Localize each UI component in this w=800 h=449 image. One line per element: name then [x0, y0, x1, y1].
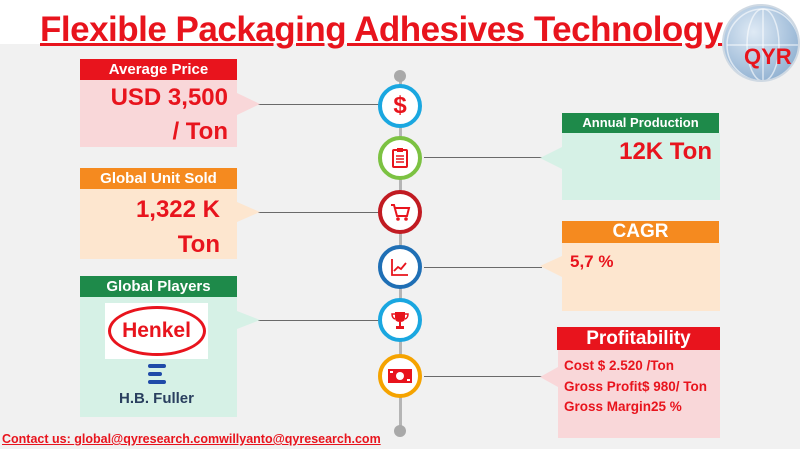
annual-production-box: [540, 133, 720, 200]
profitability-box: [540, 350, 720, 438]
cagr-value: 5,7 %: [570, 252, 614, 271]
contact-prefix: Contact us:: [2, 432, 75, 446]
annual-production-value: 12K Ton: [619, 138, 712, 165]
annual-production-header: Annual Production: [562, 113, 719, 133]
trophy-icon-circle: [378, 298, 422, 342]
connector-cagr: [424, 267, 542, 268]
global-unit-sold-box: [80, 189, 260, 259]
global-players-header: Global Players: [80, 276, 237, 297]
connector-production: [424, 157, 542, 158]
timeline-start-dot: [394, 70, 406, 82]
profitability-value: 25 %: [651, 399, 682, 414]
contact-email-willyanto[interactable]: willyanto@qyresearch.com: [219, 432, 381, 446]
average-price-header: Average Price: [80, 59, 237, 80]
qyr-logo: QYR: [722, 4, 800, 82]
banknote-icon-circle: [378, 354, 422, 398]
average-price-value-line1: USD 3,500: [110, 84, 228, 111]
line-chart-icon-circle: [378, 245, 422, 289]
clipboard-icon-circle: [378, 136, 422, 180]
shopping-cart-icon: [391, 204, 411, 221]
banknote-icon: [388, 369, 412, 383]
connector-price: [258, 104, 380, 105]
dollar-icon: $: [393, 92, 407, 119]
contact-email-global[interactable]: global@qyresearch.com: [74, 432, 220, 446]
profitability-row-gross-profit: Gross Profit$ 980/ Ton: [564, 379, 707, 394]
cagr-header: CAGR: [562, 221, 719, 243]
global-unit-sold-header: Global Unit Sold: [80, 168, 237, 189]
dollar-icon-circle: $: [378, 84, 422, 128]
connector-unit-sold: [258, 212, 380, 213]
global-unit-sold-value-line1: 1,322 K: [135, 196, 220, 223]
henkel-logo-text: Henkel: [122, 319, 191, 342]
timeline-end-dot: [394, 425, 406, 437]
hb-fuller-logo: H.B. Fuller: [105, 362, 208, 416]
shopping-cart-icon-circle: [378, 190, 422, 234]
clipboard-icon: [392, 148, 408, 168]
global-unit-sold-value-line2: Ton: [177, 231, 220, 258]
profitability-label: Gross Margin: [564, 399, 652, 414]
profitability-value: $ 2.520 /Ton: [597, 358, 675, 373]
contact-footer: Contact us: global@qyresearch.comwillyan…: [2, 432, 381, 446]
cagr-box: [540, 243, 720, 311]
trophy-icon: [391, 312, 409, 329]
page-title: Flexible Packaging Adhesives Technology: [40, 10, 723, 49]
profitability-label: Gross Profit: [564, 379, 643, 394]
average-price-value-line2: / Ton: [172, 118, 228, 145]
hb-fuller-logo-text: H.B. Fuller: [118, 390, 194, 407]
profitability-value: $ 980/ Ton: [642, 379, 708, 394]
logo-text: QYR: [744, 44, 792, 69]
henkel-logo: Henkel: [105, 303, 208, 359]
connector-players: [258, 320, 380, 321]
profitability-label: Cost: [564, 358, 594, 373]
connector-profitability: [424, 376, 558, 377]
profitability-row-gross-margin: Gross Margin25 %: [564, 399, 682, 414]
profitability-header: Profitability: [557, 327, 720, 350]
average-price-box: [80, 80, 260, 147]
hb-fuller-mark: [147, 364, 166, 384]
profitability-row-cost: Cost $ 2.520 /Ton: [564, 358, 674, 373]
line-chart-icon: [391, 259, 408, 276]
